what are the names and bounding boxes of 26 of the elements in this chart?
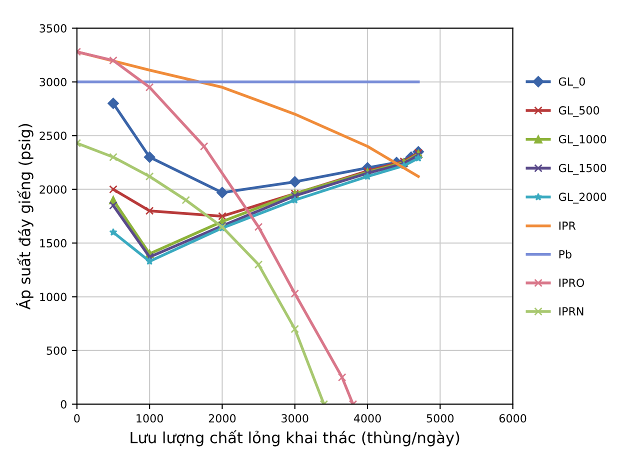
y-tick-label: 3500 xyxy=(40,24,66,33)
legend-label: IPR xyxy=(559,222,576,230)
y-tick-label: 2000 xyxy=(40,185,66,194)
legend-label: Pb xyxy=(559,250,572,258)
x-tick-label: 0 xyxy=(74,414,80,423)
legend-label: GL_0 xyxy=(558,77,585,88)
x-tick-label: 2000 xyxy=(208,414,236,423)
y-tick-label: 0 xyxy=(60,400,66,409)
x-axis-title: Lưu lượng chất lỏng khai thác (thùng/ngày) xyxy=(130,430,460,446)
y-axis-title: Áp suất đáy giếng (psig) xyxy=(16,124,34,310)
legend-label: GL_2000 xyxy=(558,192,606,204)
legend-label: IPRN xyxy=(559,307,584,316)
legend-label: GL_1000 xyxy=(558,135,606,146)
y-tick-label: 1500 xyxy=(40,239,66,248)
legend-label: IPRO xyxy=(559,278,584,287)
x-tick-label: 5000 xyxy=(426,414,454,423)
y-tick-label: 3000 xyxy=(40,78,66,86)
x-tick-label: 6000 xyxy=(499,414,526,423)
y-tick-label: 500 xyxy=(46,346,66,355)
y-tick-label: 2500 xyxy=(40,132,66,140)
legend-label: GL_500 xyxy=(558,106,600,118)
x-tick-label: 1000 xyxy=(136,414,163,423)
y-tick-label: 1000 xyxy=(40,292,66,302)
legend-label: GL_1500 xyxy=(558,164,606,175)
x-tick-label: 4000 xyxy=(354,414,381,423)
x-tick-label: 3000 xyxy=(282,414,308,423)
